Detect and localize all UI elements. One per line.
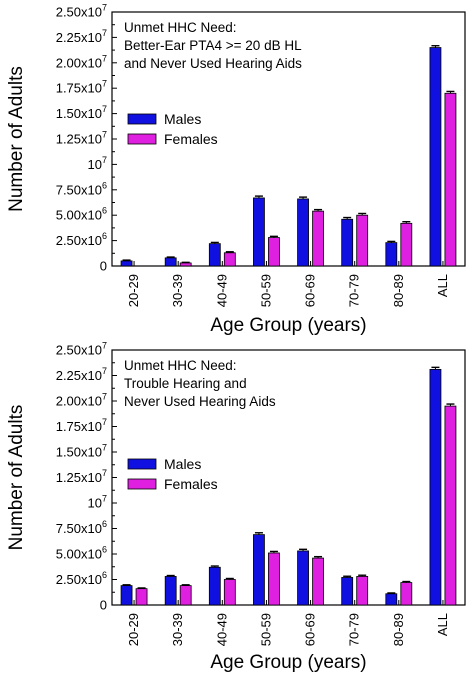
- legend-label-females: Females: [164, 131, 218, 147]
- legend-swatch-males: [127, 458, 157, 470]
- bar-females: [223, 579, 236, 606]
- annotation-line: Unmet HHC Need:: [124, 20, 237, 35]
- y-tick-label: 1.25x107: [56, 130, 107, 147]
- bar-females: [268, 237, 280, 267]
- annotation-line: and Never Used Hearing Aids: [124, 56, 302, 71]
- y-tick-label: 2.00x107: [56, 392, 107, 409]
- bar-females: [444, 405, 457, 606]
- x-tick-label: 20-29: [126, 613, 141, 646]
- x-tick-label: 80-89: [391, 274, 406, 307]
- y-tick-label: 1.50x107: [56, 443, 107, 460]
- x-tick-label: 30-39: [170, 613, 185, 646]
- x-tick-label: 50-59: [258, 613, 273, 646]
- y-tick-label: 5.00x106: [56, 545, 107, 562]
- bar-females: [400, 582, 413, 606]
- x-tick-label: 80-89: [391, 613, 406, 646]
- bar-females: [268, 552, 280, 606]
- legend-label-males: Males: [164, 111, 201, 127]
- x-tick-label: 70-79: [347, 613, 362, 646]
- bar-males: [253, 197, 265, 267]
- legend-label-males: Males: [164, 456, 201, 472]
- y-tick-label: 1.50x107: [56, 104, 107, 121]
- bar-males: [297, 198, 309, 267]
- bar-females: [356, 214, 369, 267]
- y-tick-label: 5.00x106: [56, 206, 107, 223]
- bar-males: [164, 257, 177, 267]
- annotation-line: Trouble Hearing and: [124, 376, 247, 391]
- x-tick-label: 50-59: [258, 274, 273, 307]
- annotation-line: Never Used Hearing Aids: [124, 394, 276, 409]
- annotation-line: Better-Ear PTA4 >= 20 dB HL: [124, 38, 302, 53]
- x-tick-label: 60-69: [303, 613, 318, 646]
- bar-males: [341, 577, 354, 606]
- x-tick-label: 20-29: [126, 274, 141, 307]
- y-tick-label: 2.25x107: [56, 366, 107, 383]
- bar-females: [312, 557, 324, 606]
- bar-females: [444, 92, 457, 267]
- bar-males: [120, 585, 133, 606]
- x-tick-label: ALL: [435, 613, 450, 636]
- x-tick-label: 60-69: [303, 274, 318, 307]
- y-tick-label: 0: [100, 598, 107, 613]
- x-tick-label: 40-49: [214, 613, 229, 646]
- bar-males: [208, 243, 221, 267]
- bar-males: [253, 534, 265, 606]
- bar-females: [179, 262, 192, 267]
- bar-males: [208, 566, 221, 606]
- bar-males: [164, 576, 177, 606]
- bar-males: [297, 550, 309, 606]
- y-axis-title: Number of Adults: [6, 405, 27, 551]
- bar-females: [223, 252, 236, 267]
- y-tick-label: 7.50x106: [56, 519, 107, 536]
- legend-swatch-males: [127, 113, 157, 125]
- legend-swatch-females: [127, 478, 157, 490]
- bar-males: [120, 260, 133, 267]
- x-tick-label: 40-49: [214, 274, 229, 307]
- y-tick-label: 0: [100, 259, 107, 274]
- y-tick-label: 2.50x106: [56, 570, 107, 587]
- y-tick-label: 1.75x107: [56, 417, 107, 434]
- x-axis-title: Age Group (years): [210, 652, 366, 673]
- y-tick-label: 2.50x107: [56, 3, 107, 20]
- bar-males: [385, 242, 398, 267]
- chart-panel-2: 0 2.50x106 5.00x106 7.50x106 107 1.25x107 1.50…: [6, 341, 466, 673]
- y-tick-label: 2.50x106: [56, 231, 107, 248]
- x-tick-label: 30-39: [170, 274, 185, 307]
- bar-females: [400, 222, 413, 267]
- bar-females: [135, 588, 148, 606]
- bar-females: [179, 585, 192, 606]
- bar-males: [429, 368, 442, 606]
- bar-males: [341, 218, 354, 267]
- y-tick-label: 2.25x107: [56, 28, 107, 45]
- bar-males: [429, 47, 442, 267]
- y-tick-label: 107: [88, 155, 107, 172]
- bar-females: [356, 576, 369, 606]
- y-tick-label: 107: [88, 494, 107, 511]
- y-tick-label: 1.75x107: [56, 79, 107, 96]
- y-tick-label: 2.00x107: [56, 53, 107, 70]
- bar-females: [312, 210, 324, 267]
- legend-swatch-females: [127, 133, 157, 145]
- y-tick-label: 7.50x106: [56, 180, 107, 197]
- y-tick-label: 2.50x107: [56, 341, 107, 358]
- legend-label-females: Females: [164, 476, 218, 492]
- y-axis-title: Number of Adults: [6, 66, 27, 212]
- chart-panel-1: 0 2.50x106 5.00x106 7.50x106 107 1.25x107 1.50…: [6, 3, 466, 336]
- y-tick-label: 1.25x107: [56, 468, 107, 485]
- x-tick-label: 70-79: [347, 274, 362, 307]
- bar-males: [385, 593, 398, 606]
- x-tick-label: ALL: [435, 274, 450, 297]
- annotation-line: Unmet HHC Need:: [124, 358, 237, 373]
- x-axis-title: Age Group (years): [210, 315, 366, 336]
